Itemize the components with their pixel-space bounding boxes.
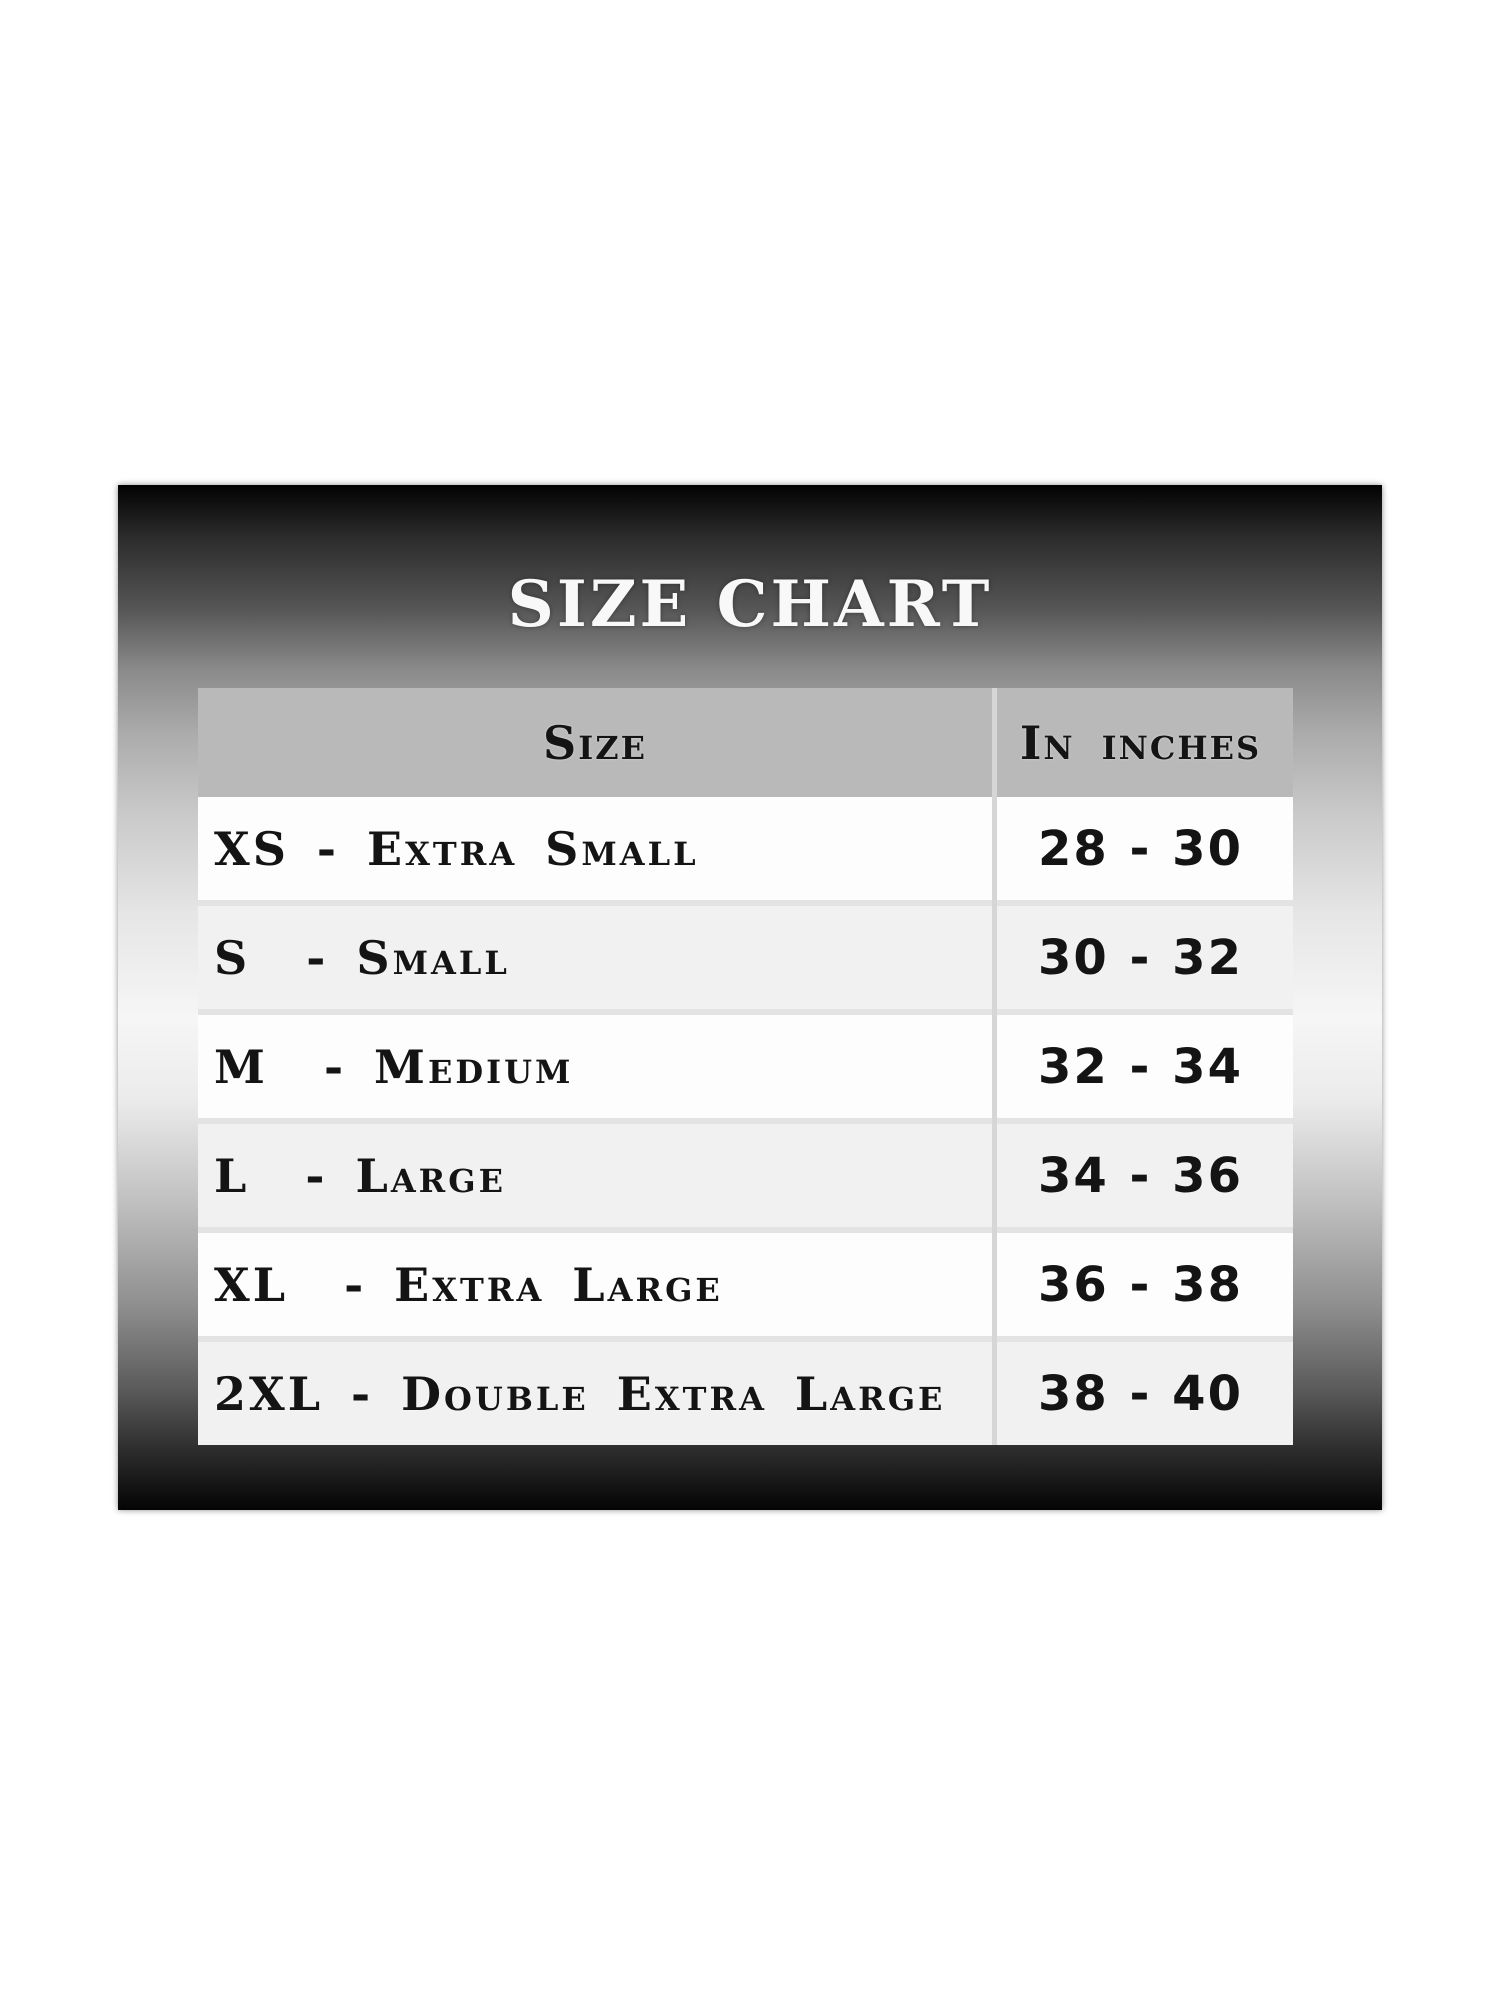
inches-value: 32 - 34 — [1038, 1038, 1243, 1095]
inches-cell: 28 - 30 — [992, 797, 1293, 900]
inches-value: 28 - 30 — [1038, 820, 1243, 877]
inches-cell: 36 - 38 — [992, 1233, 1293, 1336]
inches-value: 30 - 32 — [1038, 929, 1243, 986]
size-label: XL - Extra Large — [214, 1257, 723, 1312]
table-row-s: S - Small 30 - 32 — [198, 900, 1293, 1009]
inches-value: 36 - 38 — [1038, 1256, 1243, 1313]
inches-value: 34 - 36 — [1038, 1147, 1243, 1204]
header-cell-size: Size — [198, 688, 992, 797]
inches-cell: 32 - 34 — [992, 1015, 1293, 1118]
size-cell: S - Small — [198, 906, 992, 1009]
header-inches-label: In inches — [1019, 715, 1262, 770]
chart-title: SIZE CHART — [507, 567, 993, 642]
header-cell-inches: In inches — [992, 688, 1293, 797]
size-cell: XL - Extra Large — [198, 1233, 992, 1336]
table-row-2xl: 2XL - Double Extra Large 38 - 40 — [198, 1336, 1293, 1445]
size-label: 2XL - Double Extra Large — [214, 1366, 946, 1421]
table-row-m: M - Medium 32 - 34 — [198, 1009, 1293, 1118]
inches-cell: 34 - 36 — [992, 1124, 1293, 1227]
size-table: Size In inches XS - Extra Small 28 - 30 … — [198, 688, 1293, 1445]
size-label: M - Medium — [214, 1039, 574, 1094]
table-header-row: Size In inches — [198, 688, 1293, 797]
inches-cell: 30 - 32 — [992, 906, 1293, 1009]
table-row-xl: XL - Extra Large 36 - 38 — [198, 1227, 1293, 1336]
header-size-label: Size — [543, 715, 647, 770]
size-label: S - Small — [214, 930, 510, 985]
size-label: L - Large — [214, 1148, 506, 1203]
column-divider — [992, 688, 997, 1445]
table-row-xs: XS - Extra Small 28 - 30 — [198, 797, 1293, 900]
inches-cell: 38 - 40 — [992, 1342, 1293, 1445]
size-cell: 2XL - Double Extra Large — [198, 1342, 992, 1445]
inches-value: 38 - 40 — [1038, 1365, 1243, 1422]
table-row-l: L - Large 34 - 36 — [198, 1118, 1293, 1227]
size-cell: XS - Extra Small — [198, 797, 992, 900]
size-label: XS - Extra Small — [214, 821, 699, 876]
size-cell: L - Large — [198, 1124, 992, 1227]
size-cell: M - Medium — [198, 1015, 992, 1118]
size-chart-panel: SIZE CHART Size In inches XS - Extra Sma… — [118, 485, 1382, 1510]
